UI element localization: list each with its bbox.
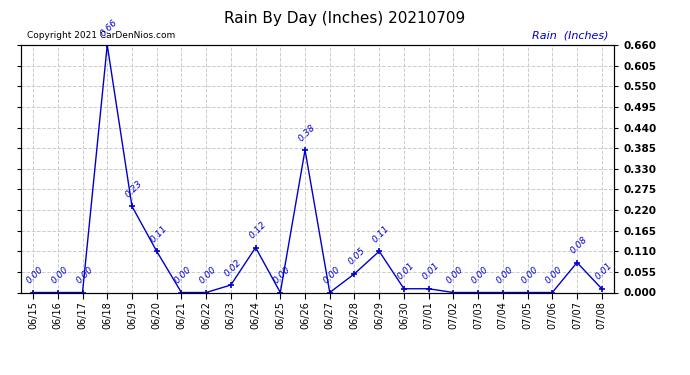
Text: 0.00: 0.00 [173, 265, 194, 285]
Text: 0.01: 0.01 [395, 261, 416, 282]
Text: 0.01: 0.01 [593, 261, 614, 282]
Text: 0.00: 0.00 [75, 265, 95, 285]
Text: 0.00: 0.00 [25, 265, 46, 285]
Text: 0.00: 0.00 [470, 265, 491, 285]
Text: 0.00: 0.00 [50, 265, 70, 285]
Text: 0.00: 0.00 [272, 265, 293, 285]
Text: 0.11: 0.11 [148, 224, 169, 244]
Text: 0.00: 0.00 [445, 265, 466, 285]
Text: 0.00: 0.00 [520, 265, 540, 285]
Text: 0.12: 0.12 [247, 220, 268, 240]
Text: 0.00: 0.00 [322, 265, 342, 285]
Text: 0.38: 0.38 [297, 123, 317, 143]
Text: 0.05: 0.05 [346, 246, 367, 267]
Text: Rain  (Inches): Rain (Inches) [532, 30, 608, 40]
Text: 0.66: 0.66 [99, 18, 119, 38]
Text: 0.02: 0.02 [223, 258, 243, 278]
Text: Copyright 2021 CarDenNios.com: Copyright 2021 CarDenNios.com [27, 31, 175, 40]
Text: 0.00: 0.00 [495, 265, 515, 285]
Text: 0.23: 0.23 [124, 179, 144, 199]
Text: 0.00: 0.00 [198, 265, 219, 285]
Text: 0.11: 0.11 [371, 224, 391, 244]
Text: 0.01: 0.01 [420, 261, 441, 282]
Text: Rain By Day (Inches) 20210709: Rain By Day (Inches) 20210709 [224, 11, 466, 26]
Text: 0.08: 0.08 [569, 235, 589, 255]
Text: 0.00: 0.00 [544, 265, 564, 285]
